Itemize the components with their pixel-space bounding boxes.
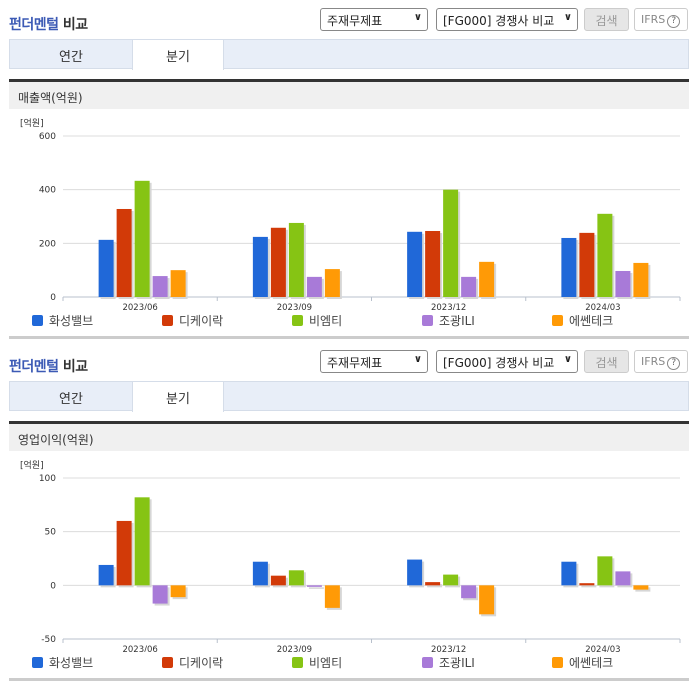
operating-profit-chart: [억원] -50 0 50 100 2023/06 2023/09 2023/12 2024/0… <box>20 459 681 652</box>
statement-select[interactable]: 주재무제표 ∨ <box>320 350 428 373</box>
title-highlight: 펀더멘털 <box>9 17 59 33</box>
svg-text:2023/09: 2023/09 <box>277 303 312 310</box>
tab-annual[interactable]: 연간 <box>59 392 83 407</box>
statement-select-value: 주재무제표 <box>327 356 383 370</box>
legend-item[interactable]: 디케이락 <box>162 312 223 329</box>
ifrs-label: IFRS <box>641 13 666 26</box>
chevron-down-icon: ∨ <box>413 354 422 365</box>
search-button[interactable]: 검색 <box>584 8 629 31</box>
legend-label: 조광ILI <box>439 314 475 328</box>
legend-swatch-icon <box>162 315 173 326</box>
legend-swatch-icon <box>422 315 433 326</box>
legend-label: 디케이락 <box>179 314 224 328</box>
svg-text:2023/06: 2023/06 <box>122 303 157 310</box>
compare-select-value: [FG000] 경쟁사 비교 <box>443 14 555 28</box>
legend-label: 디케이락 <box>179 656 224 670</box>
legend-swatch-icon <box>292 657 303 668</box>
svg-text:[억원]: [억원] <box>20 459 44 471</box>
period-tabs: 연간 분기 <box>9 381 689 412</box>
help-icon[interactable]: ? <box>667 357 681 370</box>
svg-text:0: 0 <box>50 293 56 303</box>
ifrs-button[interactable]: IFRS? <box>634 8 688 31</box>
tab-annual[interactable]: 연간 <box>59 50 83 65</box>
svg-text:2023/06: 2023/06 <box>122 645 157 652</box>
title-rest: 비교 <box>58 359 88 375</box>
svg-text:400: 400 <box>39 186 56 196</box>
legend-swatch-icon <box>422 657 433 668</box>
legend-swatch-icon <box>162 657 173 668</box>
legend-label: 비엠티 <box>309 656 343 670</box>
panel-header: 펀더멘털 비교 주재무제표 ∨ [FG000] 경쟁사 비교 ∨ 검색 IFRS? <box>0 0 696 38</box>
legend-item[interactable]: 비엠티 <box>292 312 342 329</box>
fundamental-panel-revenue: 펀더멘털 비교 주재무제표 ∨ [FG000] 경쟁사 비교 ∨ 검색 IFRS? … <box>0 0 696 339</box>
chart-legend: 화성밸브 디케이락 비엠티 조광ILI 에쎈테크 <box>0 312 696 332</box>
legend-swatch-icon <box>32 657 43 668</box>
section-title: 영업이익(억원) <box>9 421 689 451</box>
svg-text:-50: -50 <box>41 635 56 645</box>
chevron-down-icon: ∨ <box>563 354 572 365</box>
svg-text:2023/12: 2023/12 <box>431 645 466 652</box>
svg-text:100: 100 <box>39 474 56 484</box>
chevron-down-icon: ∨ <box>413 12 422 23</box>
ifrs-label: IFRS <box>641 355 666 368</box>
divider <box>9 336 689 339</box>
help-icon[interactable]: ? <box>667 15 681 28</box>
legend-item[interactable]: 에쎈테크 <box>552 312 613 329</box>
legend-item[interactable]: 화성밸브 <box>32 654 93 671</box>
legend-swatch-icon <box>552 657 563 668</box>
panel-title: 펀더멘털 비교 <box>9 356 88 376</box>
title-rest: 비교 <box>58 17 88 33</box>
svg-text:0: 0 <box>50 581 56 591</box>
search-button[interactable]: 검색 <box>584 350 629 373</box>
panel-header: 펀더멘털 비교 주재무제표 ∨ [FG000] 경쟁사 비교 ∨ 검색 IFRS? <box>0 342 696 380</box>
legend-swatch-icon <box>292 315 303 326</box>
legend-item[interactable]: 비엠티 <box>292 654 342 671</box>
section-title: 매출액(억원) <box>9 79 689 109</box>
compare-select[interactable]: [FG000] 경쟁사 비교 ∨ <box>436 350 578 373</box>
svg-text:2023/09: 2023/09 <box>277 645 312 652</box>
ifrs-button[interactable]: IFRS? <box>634 350 688 373</box>
svg-text:[억원]: [억원] <box>20 117 44 129</box>
svg-text:600: 600 <box>39 132 56 142</box>
tab-quarterly[interactable]: 분기 <box>132 40 224 70</box>
chevron-down-icon: ∨ <box>563 12 572 23</box>
svg-text:50: 50 <box>45 528 57 538</box>
compare-select[interactable]: [FG000] 경쟁사 비교 ∨ <box>436 8 578 31</box>
legend-item[interactable]: 화성밸브 <box>32 312 93 329</box>
legend-item[interactable]: 조광ILI <box>422 312 475 329</box>
legend-label: 화성밸브 <box>49 314 94 328</box>
svg-text:2024/03: 2024/03 <box>585 303 620 310</box>
compare-select-value: [FG000] 경쟁사 비교 <box>443 356 555 370</box>
tab-quarterly[interactable]: 분기 <box>132 382 224 412</box>
legend-label: 에쎈테크 <box>569 314 614 328</box>
legend-label: 비엠티 <box>309 314 343 328</box>
legend-swatch-icon <box>32 315 43 326</box>
period-tabs: 연간 분기 <box>9 39 689 70</box>
revenue-chart: [억원] 0 200 400 600 2023/06 2023/09 2023/12 2024/… <box>20 117 681 310</box>
svg-text:200: 200 <box>39 239 56 249</box>
svg-text:2024/03: 2024/03 <box>585 645 620 652</box>
statement-select[interactable]: 주재무제표 ∨ <box>320 8 428 31</box>
chart-legend: 화성밸브 디케이락 비엠티 조광ILI 에쎈테크 <box>0 654 696 674</box>
legend-item[interactable]: 에쎈테크 <box>552 654 613 671</box>
legend-label: 화성밸브 <box>49 656 94 670</box>
svg-text:2023/12: 2023/12 <box>431 303 466 310</box>
divider <box>9 678 689 681</box>
legend-item[interactable]: 디케이락 <box>162 654 223 671</box>
legend-swatch-icon <box>552 315 563 326</box>
legend-item[interactable]: 조광ILI <box>422 654 475 671</box>
legend-label: 조광ILI <box>439 656 475 670</box>
fundamental-panel-operating-profit: 펀더멘털 비교 주재무제표 ∨ [FG000] 경쟁사 비교 ∨ 검색 IFRS? … <box>0 342 696 684</box>
title-highlight: 펀더멘털 <box>9 359 59 375</box>
legend-label: 에쎈테크 <box>569 656 614 670</box>
statement-select-value: 주재무제표 <box>327 14 383 28</box>
panel-title: 펀더멘털 비교 <box>9 14 88 34</box>
